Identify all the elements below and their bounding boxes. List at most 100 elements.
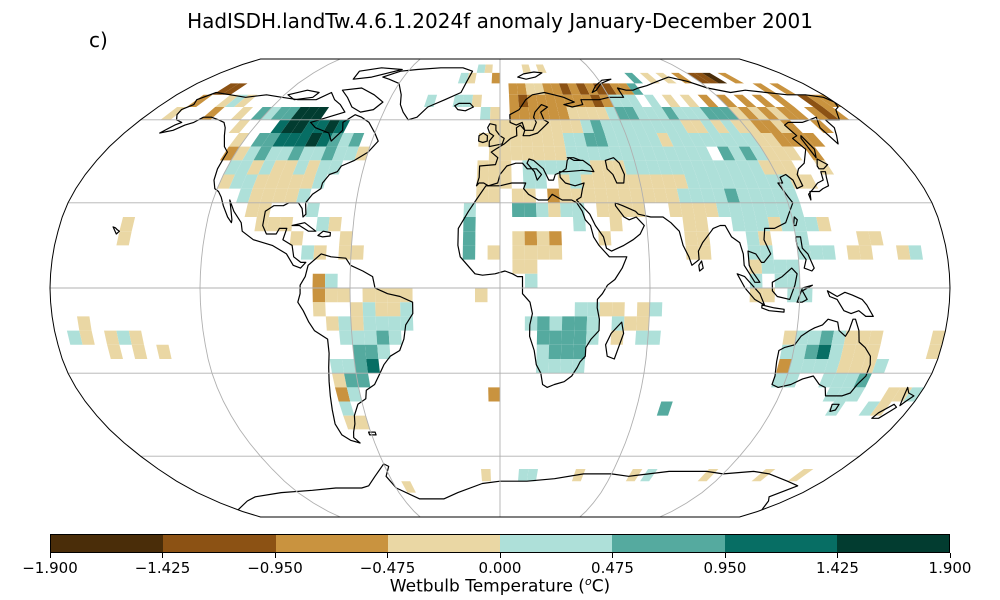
grid-cell bbox=[776, 202, 792, 217]
grid-cell bbox=[896, 245, 911, 260]
grid-cell bbox=[212, 83, 240, 95]
grid-cell bbox=[325, 273, 338, 288]
grid-cell bbox=[351, 330, 365, 345]
grid-cell bbox=[304, 160, 321, 175]
grid-cell bbox=[276, 174, 293, 189]
grid-cell bbox=[535, 64, 547, 73]
grid-cell bbox=[66, 330, 83, 345]
coast-falklands bbox=[368, 431, 377, 436]
grid-cell bbox=[806, 330, 822, 345]
grid-cell bbox=[670, 107, 690, 120]
grid-cell bbox=[639, 119, 657, 133]
grid-cell bbox=[824, 401, 846, 416]
grid-cell bbox=[156, 344, 172, 359]
grid-cell bbox=[356, 373, 371, 388]
grid-cell bbox=[536, 330, 550, 345]
grid-cell bbox=[816, 217, 832, 232]
grid-cell bbox=[329, 359, 344, 374]
grid-cell bbox=[583, 133, 598, 147]
grid-cell bbox=[558, 83, 572, 95]
grid-cell bbox=[279, 217, 294, 232]
grid-cell bbox=[240, 174, 259, 189]
chart-title: HadISDH.landTw.4.6.1.2024f anomaly Janua… bbox=[187, 9, 813, 33]
grid-cell bbox=[264, 146, 283, 161]
grid-cell bbox=[846, 245, 861, 260]
grid-cell bbox=[260, 107, 282, 120]
grid-cell bbox=[561, 330, 575, 345]
grid-cell bbox=[315, 160, 332, 175]
grid-cell bbox=[759, 245, 774, 260]
grid-cell bbox=[264, 174, 282, 189]
grid-cell bbox=[462, 231, 476, 246]
grid-cell bbox=[560, 344, 574, 359]
grid-cell bbox=[261, 133, 281, 147]
grid-cell bbox=[333, 119, 351, 133]
grid-cell bbox=[328, 217, 342, 232]
grid-cell bbox=[388, 316, 401, 331]
grid-cell bbox=[604, 133, 620, 147]
coast-srilanka bbox=[698, 260, 704, 272]
grid-cell bbox=[903, 387, 925, 402]
grid-cell bbox=[623, 160, 639, 175]
grid-cell bbox=[673, 146, 691, 161]
grid-cell bbox=[794, 330, 810, 345]
grid-cell bbox=[651, 107, 670, 120]
grid-cell bbox=[548, 344, 562, 359]
grid-cell bbox=[787, 273, 800, 288]
grid-cell bbox=[623, 107, 640, 120]
grid-cell bbox=[760, 133, 783, 147]
grid-cell bbox=[557, 107, 570, 120]
grid-cell bbox=[701, 72, 728, 84]
grid-cell bbox=[872, 359, 890, 374]
grid-cell bbox=[488, 188, 500, 203]
grid-cell bbox=[695, 146, 713, 161]
grid-cell bbox=[275, 146, 294, 161]
grid-cell bbox=[669, 119, 688, 133]
grid-cell bbox=[717, 146, 736, 161]
grid-cell bbox=[760, 146, 781, 161]
grid-cell bbox=[771, 133, 793, 147]
grid-cell bbox=[363, 330, 378, 345]
grid-cell bbox=[348, 133, 365, 147]
grid-cell bbox=[773, 259, 788, 274]
grid-cell bbox=[759, 188, 776, 203]
grid-cell bbox=[280, 107, 301, 120]
grid-cell bbox=[463, 217, 476, 232]
grid-cell bbox=[573, 217, 586, 232]
grid-cell bbox=[708, 133, 728, 147]
grid-cell bbox=[586, 146, 601, 161]
grid-cell bbox=[629, 119, 647, 133]
grid-cell bbox=[221, 83, 248, 95]
grid-cell bbox=[723, 188, 740, 203]
grid-cell bbox=[929, 330, 946, 345]
grid-cell bbox=[229, 174, 247, 189]
grid-cell bbox=[868, 330, 884, 345]
grid-cell bbox=[818, 373, 836, 388]
grid-cell bbox=[816, 344, 832, 359]
coast-japan bbox=[808, 171, 830, 201]
grid-cell bbox=[729, 119, 751, 133]
grid-cell bbox=[647, 330, 661, 345]
colorbar-tick bbox=[499, 553, 501, 558]
grid-cell bbox=[231, 146, 251, 161]
coast-sakhalin bbox=[800, 135, 817, 159]
grid-cell bbox=[813, 160, 835, 175]
grid-cell bbox=[858, 245, 874, 260]
grid-cell bbox=[309, 146, 327, 161]
grid-cell bbox=[699, 119, 720, 133]
grid-cell bbox=[352, 344, 367, 359]
grid-cell bbox=[731, 217, 746, 232]
grid-cell bbox=[746, 160, 765, 175]
colorbar-tick-label: 1.425 bbox=[816, 559, 859, 577]
grid-cell bbox=[266, 217, 282, 232]
grid-cell bbox=[668, 202, 683, 217]
grid-cell bbox=[250, 107, 273, 120]
grid-cell bbox=[619, 119, 636, 133]
grid-cell bbox=[687, 133, 707, 147]
colorbar-segment bbox=[51, 535, 164, 552]
grid-cell bbox=[589, 94, 605, 107]
grid-cell bbox=[822, 387, 842, 402]
grid-cell bbox=[676, 188, 692, 203]
grid-cell bbox=[840, 344, 856, 359]
colorbar-tick bbox=[724, 553, 726, 558]
